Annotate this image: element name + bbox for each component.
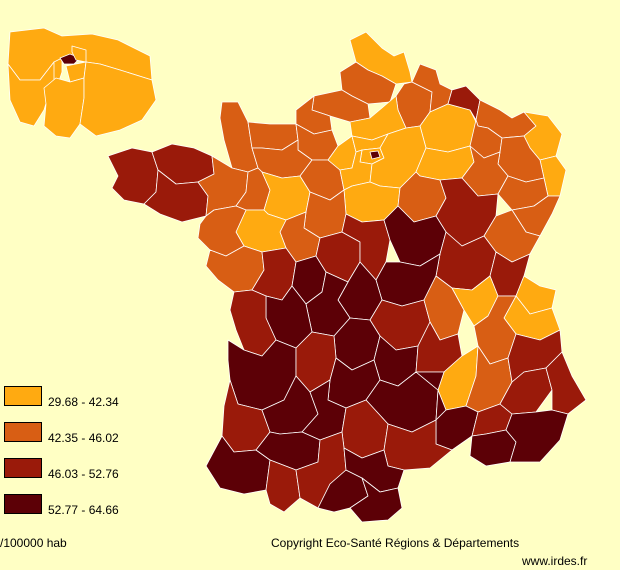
idf-inset	[7, 27, 157, 139]
dept-pyrenees-orientales[interactable]	[349, 477, 403, 523]
dept-aude[interactable]	[343, 447, 405, 493]
metropolitan-france	[107, 31, 587, 523]
dept-alpes-maritimes[interactable]	[545, 351, 587, 415]
dept-finistere[interactable]	[107, 147, 159, 205]
legend-label: 46.03 - 52.76	[48, 467, 119, 481]
dept-cher[interactable]	[341, 213, 391, 281]
dept-bouches-du-rhone[interactable]	[469, 429, 517, 467]
legend-swatch	[4, 458, 42, 478]
legend-label: 29.68 - 42.34	[48, 395, 119, 409]
source-link[interactable]: www.irdes.fr	[522, 554, 588, 568]
legend-swatch	[4, 494, 42, 514]
dept-seine-saint-denis[interactable]	[71, 45, 87, 63]
dept-var[interactable]	[505, 409, 569, 463]
legend-swatch	[4, 386, 42, 406]
dept-seine-et-marne[interactable]	[79, 61, 157, 137]
unit-label: /100000 hab	[0, 536, 67, 550]
dept-paris-main[interactable]	[369, 150, 381, 160]
legend-label: 52.77 - 64.66	[48, 503, 119, 517]
legend-swatch	[4, 422, 42, 442]
copyright-text: Copyright Eco-Santé Régions & Départemen…	[271, 536, 520, 550]
legend-label: 42.35 - 46.02	[48, 431, 119, 445]
dept-essonne[interactable]	[43, 77, 85, 139]
